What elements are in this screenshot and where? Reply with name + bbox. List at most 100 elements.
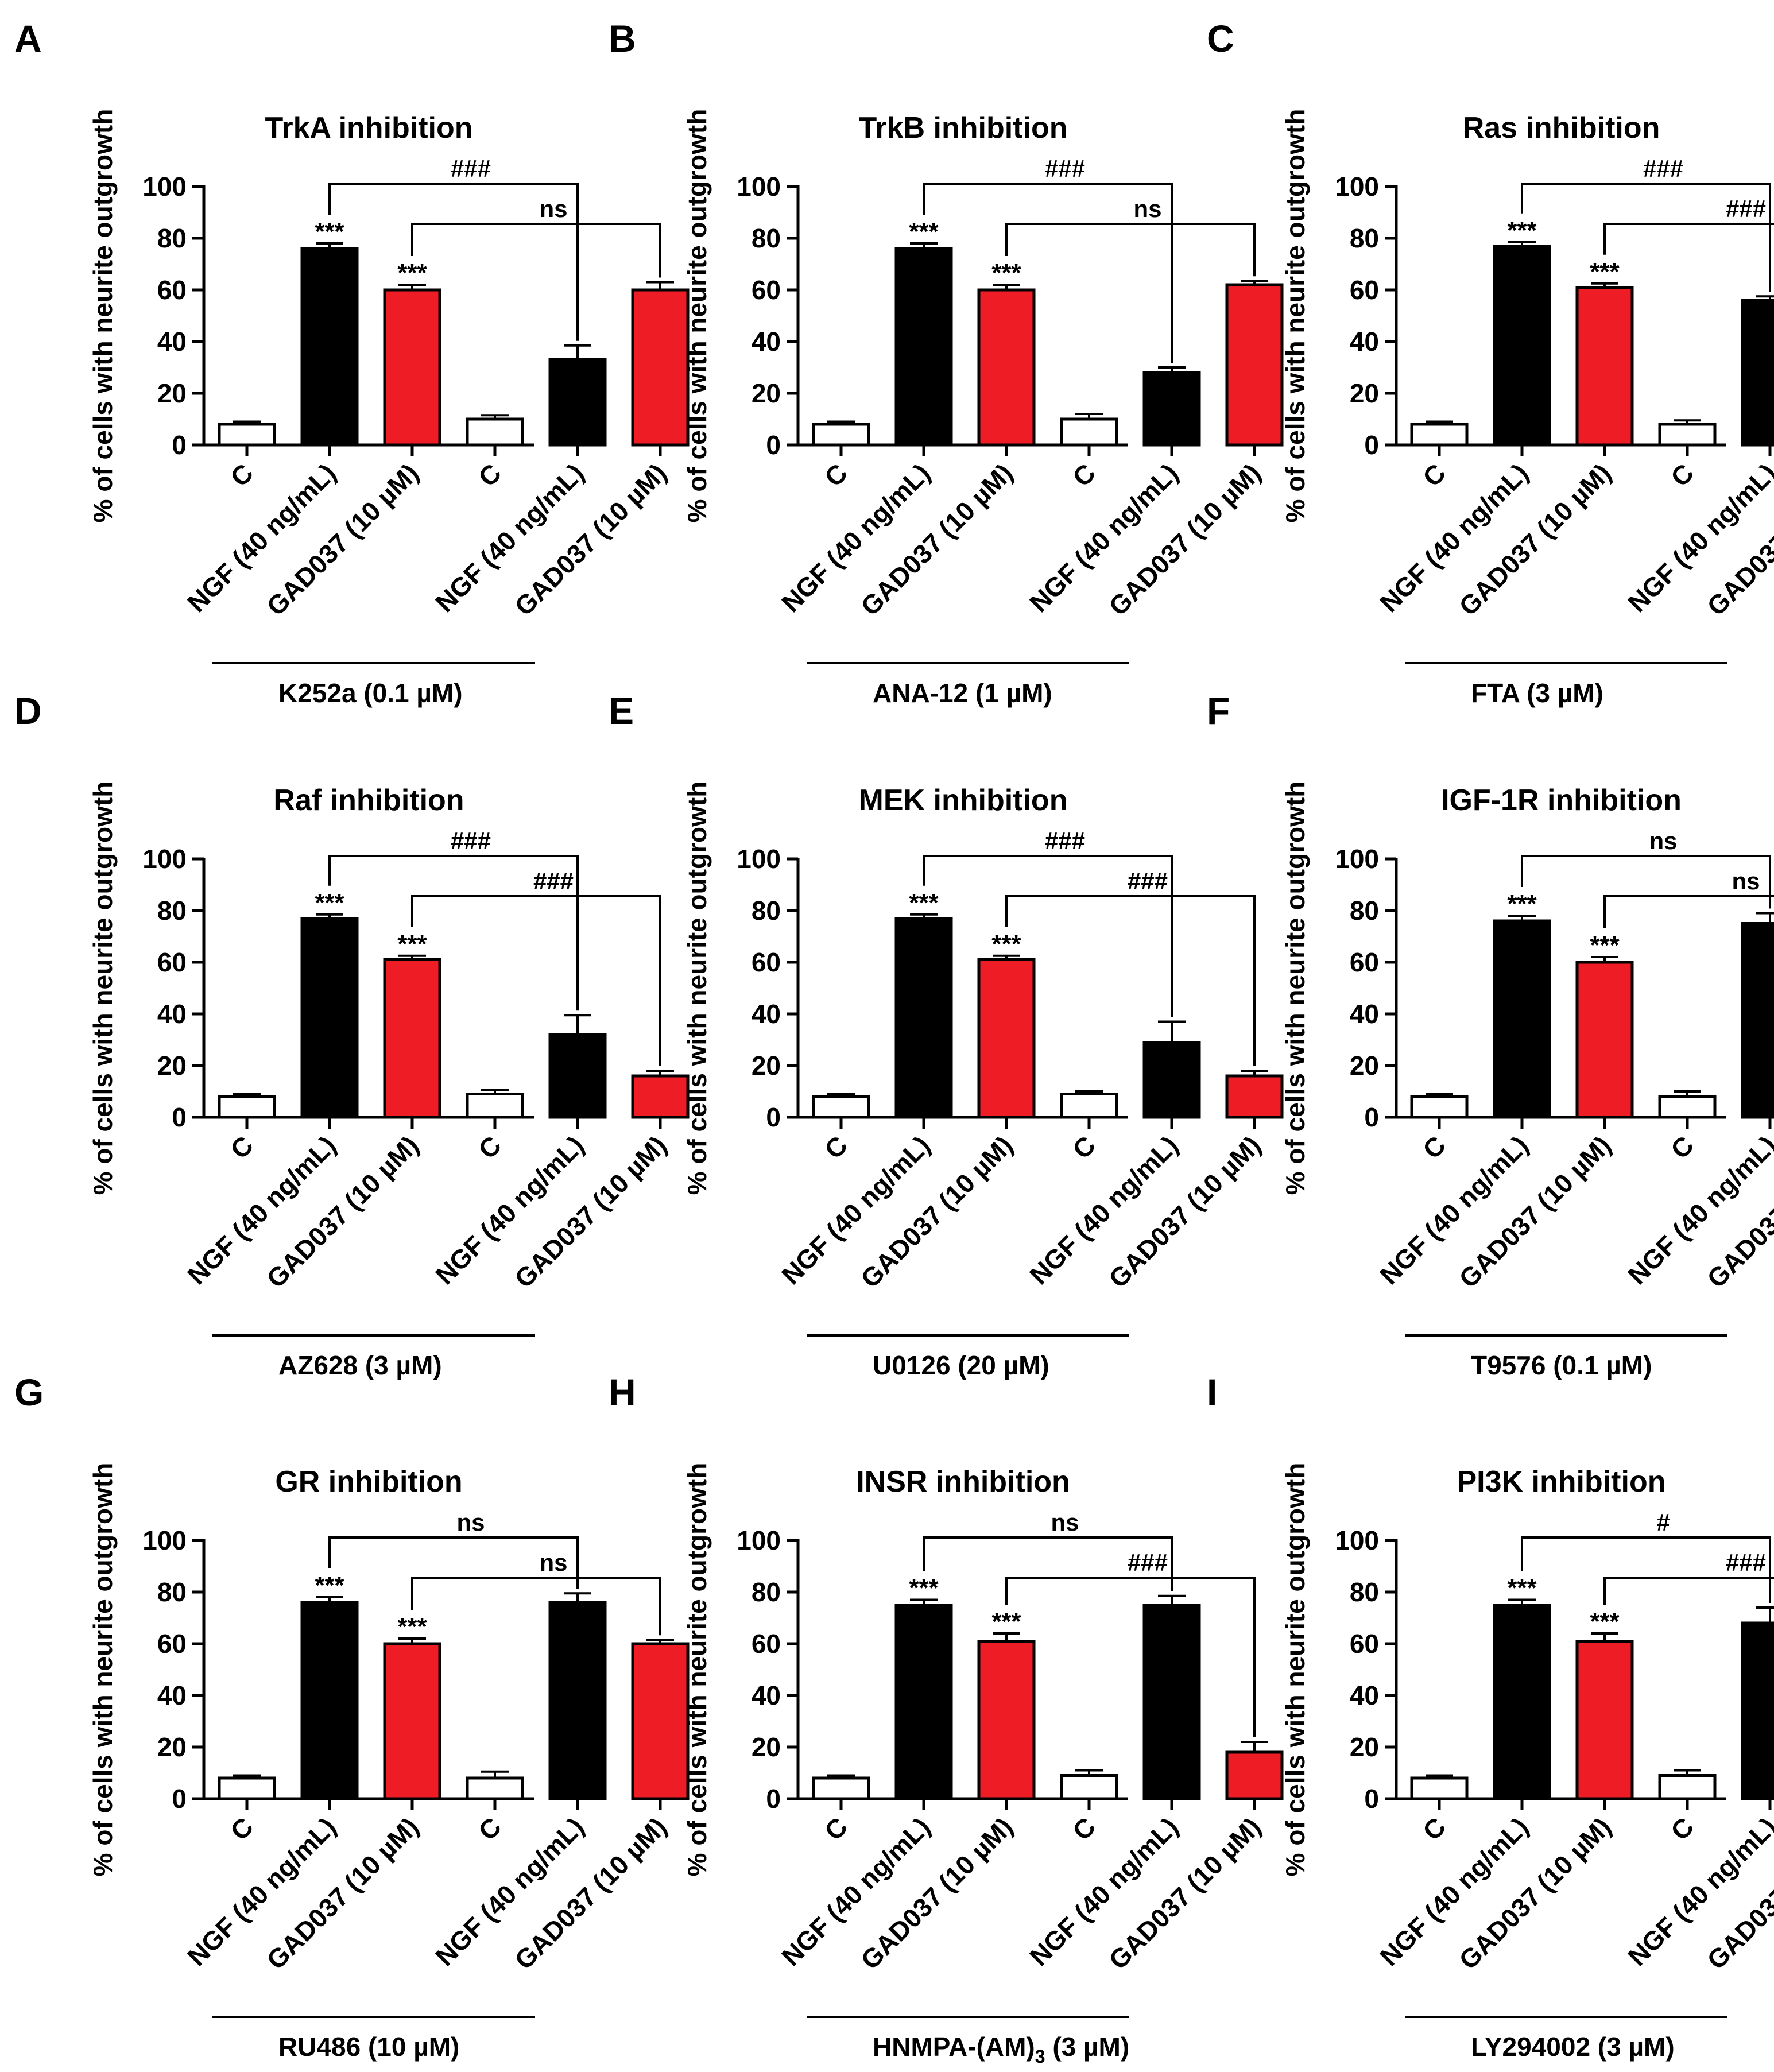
x-tick-label: NGF (40 ng/mL) [181,1130,342,1290]
y-tick-label: 100 [142,1525,187,1555]
bar [1658,1095,1717,1119]
significance-stars: *** [991,1608,1021,1636]
y-tick-label: 40 [752,999,781,1029]
x-tick-label: C [819,1811,853,1846]
x-tick-label: GAD037 (10 µM) [1103,1811,1266,1975]
comparison-bracket [923,855,1173,1017]
y-tick-label: 80 [752,896,781,925]
y-tick-label: 0 [766,1784,781,1814]
treatment-label: U0126 (20 µM) [873,1350,1049,1380]
bar [548,1033,607,1119]
panel-letter: E [609,690,634,732]
x-tick-label: NGF (40 ng/mL) [1374,1811,1534,1972]
y-axis-label: % of cells with neurite outgrowth [88,1463,118,1877]
panel-d: D Raf inhibition % of cells with neurite o… [14,690,690,1380]
y-tick-label: 60 [157,1629,187,1659]
comparison-bracket [1603,895,1774,928]
x-tick-label: NGF (40 ng/mL) [776,1811,936,1972]
y-tick-label: 20 [1350,1051,1379,1080]
x-tick-label: GAD037 (10 µM) [509,1130,672,1293]
bar [548,1601,607,1800]
chart-title: IGF-1R inhibition [1441,784,1682,817]
significance-stars: *** [397,1613,427,1641]
bar [1060,417,1118,447]
y-tick-label: 20 [157,1732,187,1762]
x-tick-label: GAD037 (10 µM) [1453,1811,1617,1975]
chart-title: GR inhibition [275,1465,462,1498]
y-axis-label: % of cells with neurite outgrowth [682,781,712,1195]
bar [1225,1074,1284,1119]
significance-stars: *** [991,930,1021,958]
bar [300,1601,359,1800]
significance-stars: *** [1590,931,1620,959]
comparison-bracket [1603,1577,1774,1605]
chart-title: MEK inhibition [859,784,1068,817]
y-axis-label: % of cells with neurite outgrowth [88,781,118,1195]
bar [1658,423,1717,447]
x-tick-label: NGF (40 ng/mL) [1374,458,1534,618]
treatment-name: LY294002 (3 µM) [1471,2032,1675,2062]
significance-stars: *** [1590,1608,1620,1636]
y-tick-label: 60 [157,275,187,305]
y-tick-label: 60 [1350,1629,1379,1659]
significance-stars: *** [315,1571,344,1599]
comparison-bracket [1005,223,1256,277]
comparison-label: ns [539,195,567,222]
panel-c: C Ras inhibition % of cells with neurite o… [1207,17,1774,708]
y-axis-label: % of cells with neurite outgrowth [88,109,118,523]
treatment-name: RU486 (10 µM) [278,2032,459,2062]
y-tick-label: 40 [1350,327,1379,357]
x-tick-label: NGF (40 ng/mL) [429,458,590,618]
bar [1410,1776,1469,1800]
treatment-label: T9576 (0.1 µM) [1471,1350,1652,1380]
y-axis-label: % of cells with neurite outgrowth [1280,1463,1310,1877]
y-tick-label: 0 [1364,1784,1379,1814]
x-tick-label: GAD037 (10 µM) [509,458,672,621]
x-tick-label: GAD037 (10 µM) [1453,1130,1617,1293]
x-tick-label: GAD037 (10 µM) [1103,1130,1266,1293]
y-tick-label: 80 [157,1577,187,1607]
y-tick-label: 100 [1335,1525,1379,1555]
treatment-label: K252a (0.1 µM) [278,678,463,708]
significance-stars: *** [909,889,939,917]
bar [1060,1093,1118,1119]
panel-letter: D [14,690,42,732]
y-tick-label: 60 [752,947,781,977]
bar [1493,245,1551,447]
bar [1575,286,1634,447]
significance-stars: *** [397,930,427,958]
significance-stars: *** [909,1574,939,1602]
y-tick-label: 80 [157,896,187,925]
chart-title: Ras inhibition [1463,111,1660,145]
x-tick-label: GAD037 (10 µM) [1453,458,1617,621]
x-tick-label: GAD037 (10 µM) [261,1811,424,1975]
chart-title: Raf inhibition [273,784,464,817]
y-tick-label: 60 [1350,947,1379,977]
bar [631,1074,690,1119]
comparison-label: ### [1726,195,1766,222]
treatment-label: ANA-12 (1 µM) [873,678,1052,708]
panel-letter: C [1207,17,1234,60]
bar [812,1776,870,1800]
y-axis-label: % of cells with neurite outgrowth [1280,781,1310,1195]
y-tick-label: 20 [157,378,187,408]
x-tick-label: NGF (40 ng/mL) [1024,1130,1184,1290]
x-tick-label: GAD037 (10 µM) [855,1130,1018,1293]
y-tick-label: 40 [1350,999,1379,1029]
x-tick-label: NGF (40 ng/mL) [776,1130,936,1290]
significance-stars: *** [1590,258,1620,286]
panel-a: A TrkA inhibition % of cells with neurite … [14,17,690,708]
comparison-bracket [1603,223,1774,255]
comparison-bracket [923,1536,1173,1591]
comparison-bracket [1005,1577,1256,1737]
comparison-bracket [1521,183,1771,292]
panel-letter: I [1207,1371,1217,1413]
x-tick-label: GAD037 (10 µM) [261,1130,424,1293]
x-tick-label: NGF (40 ng/mL) [1622,1130,1774,1290]
treatment-name: FTA (3 µM) [1471,678,1603,708]
bar [1741,299,1774,447]
y-tick-label: 40 [157,999,187,1029]
comparison-bracket [1005,895,1256,1066]
bar [894,917,953,1119]
comparison-label: ns [456,1509,485,1536]
